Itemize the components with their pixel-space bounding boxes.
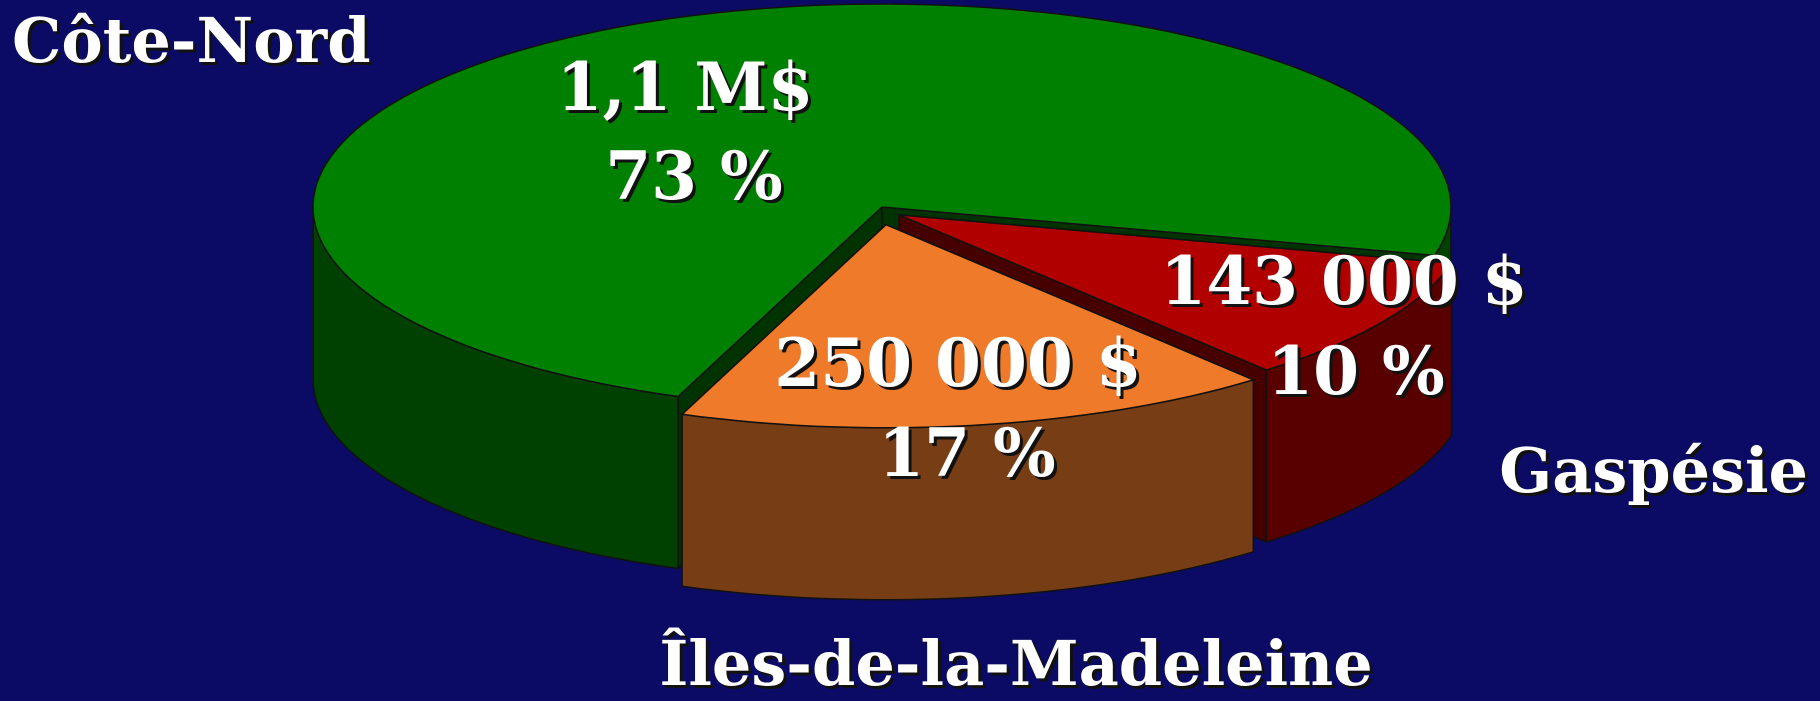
slice — [312, 3, 1452, 398]
category-label: Îles-de-la-Madeleine — [659, 627, 1372, 700]
slice — [898, 214, 1453, 371]
category-label: Côte-Nord — [12, 4, 371, 77]
value-label: 17 % — [878, 414, 1056, 492]
amount-label: 143 000 $ — [1160, 242, 1527, 320]
amount-label: 1,1 M$ — [557, 48, 814, 126]
category-label: Gaspésie — [1499, 434, 1808, 507]
value-label: 73 % — [605, 137, 783, 215]
amount-label: 250 000 $ — [774, 324, 1141, 402]
slice — [681, 223, 1255, 429]
value-label: 10 % — [1267, 332, 1445, 410]
